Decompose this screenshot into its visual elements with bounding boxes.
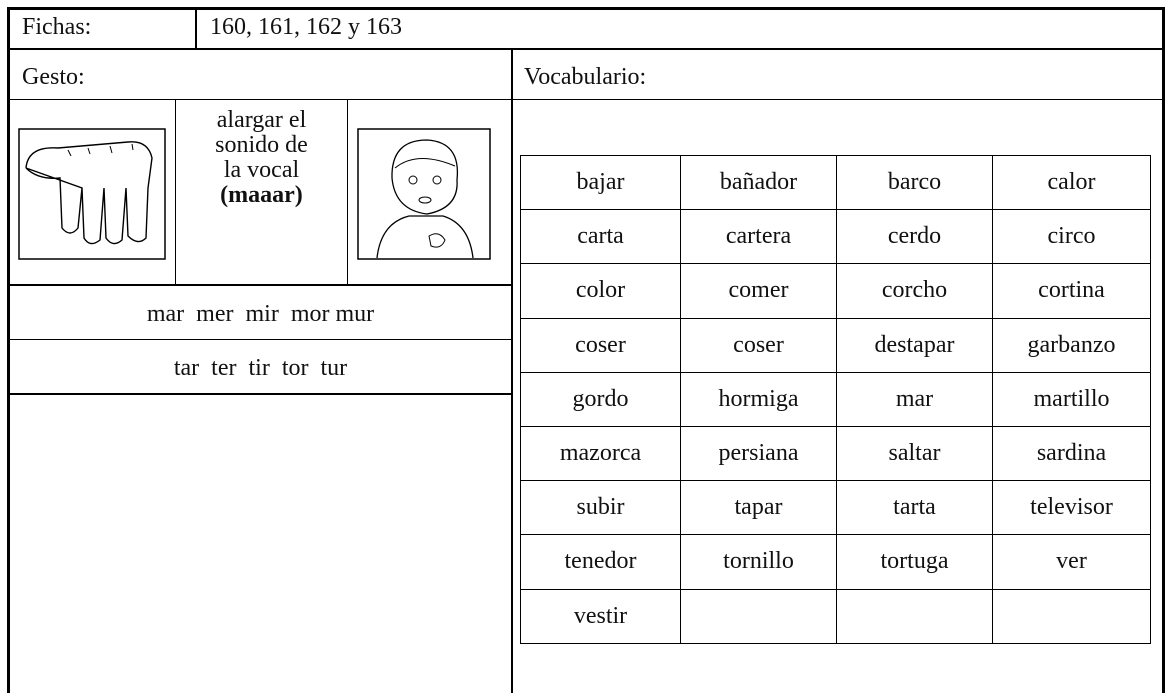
vocab-cell: mazorca <box>520 426 681 482</box>
vocab-cell: tortuga <box>836 534 993 590</box>
vocab-cell: garbanzo <box>992 317 1151 373</box>
vocab-cell: martillo <box>992 371 1151 427</box>
vocab-cell: corcho <box>836 263 993 319</box>
vocab-cell: persiana <box>680 426 837 482</box>
vocab-cell <box>836 588 993 644</box>
vocab-cell: cerdo <box>836 209 993 265</box>
fichas-label: Fichas: <box>22 14 92 40</box>
vocabulario-label: Vocabulario: <box>524 64 647 90</box>
gesture-line: sonido de <box>215 132 308 158</box>
vocab-cell: mar <box>836 371 993 427</box>
syllable-row: mar mer mir mor mur <box>146 300 375 327</box>
vocab-cell: tornillo <box>680 534 837 590</box>
vocab-cell: coser <box>680 317 837 373</box>
vocab-cell: vestir <box>520 588 681 644</box>
syllable-row: tar ter tir tor tur <box>173 354 348 381</box>
vocab-cell: destapar <box>836 317 993 373</box>
frame-right <box>1162 7 1165 693</box>
vocab-cell: subir <box>520 480 681 536</box>
vocab-cell: hormiga <box>680 371 837 427</box>
vocab-cell: bajar <box>520 155 681 211</box>
gesture-line: (maaar) <box>220 182 303 208</box>
col-line <box>511 49 513 693</box>
gesture-line: alargar el <box>216 107 307 133</box>
frame-left <box>7 7 10 693</box>
vocab-cell: televisor <box>992 480 1151 536</box>
vocab-cell: circo <box>992 209 1151 265</box>
row-line <box>7 99 1165 100</box>
gesture-text: alargar el sonido de la vocal (maaar) <box>176 108 347 208</box>
col-line <box>195 8 197 49</box>
vocab-cell: sardina <box>992 426 1151 482</box>
vocab-cell: calor <box>992 155 1151 211</box>
col-line <box>175 100 176 285</box>
vocab-cell: carta <box>520 209 681 265</box>
vocab-cell: cortina <box>992 263 1151 319</box>
gesto-label: Gesto: <box>22 64 85 90</box>
vocab-cell: ver <box>992 534 1151 590</box>
gesture-line: la vocal <box>223 157 300 183</box>
vocab-cell <box>680 588 837 644</box>
face-image <box>357 128 491 260</box>
vocab-cell: coser <box>520 317 681 373</box>
vocab-cell: bañador <box>680 155 837 211</box>
vocab-cell: gordo <box>520 371 681 427</box>
row-line <box>7 339 512 340</box>
row-line <box>7 284 512 286</box>
vocab-cell: cartera <box>680 209 837 265</box>
row-line <box>7 48 1165 50</box>
frame-top <box>7 7 1165 10</box>
vocab-cell: tapar <box>680 480 837 536</box>
hand-image <box>18 128 166 260</box>
vocab-cell: tenedor <box>520 534 681 590</box>
vocab-cell: saltar <box>836 426 993 482</box>
vocab-cell: tarta <box>836 480 993 536</box>
vocab-cell <box>992 588 1151 644</box>
fichas-value: 160, 161, 162 y 163 <box>210 14 402 40</box>
vocab-cell: comer <box>680 263 837 319</box>
vocab-cell: color <box>520 263 681 319</box>
vocab-cell: barco <box>836 155 993 211</box>
col-line <box>347 100 348 285</box>
row-line <box>7 393 512 395</box>
